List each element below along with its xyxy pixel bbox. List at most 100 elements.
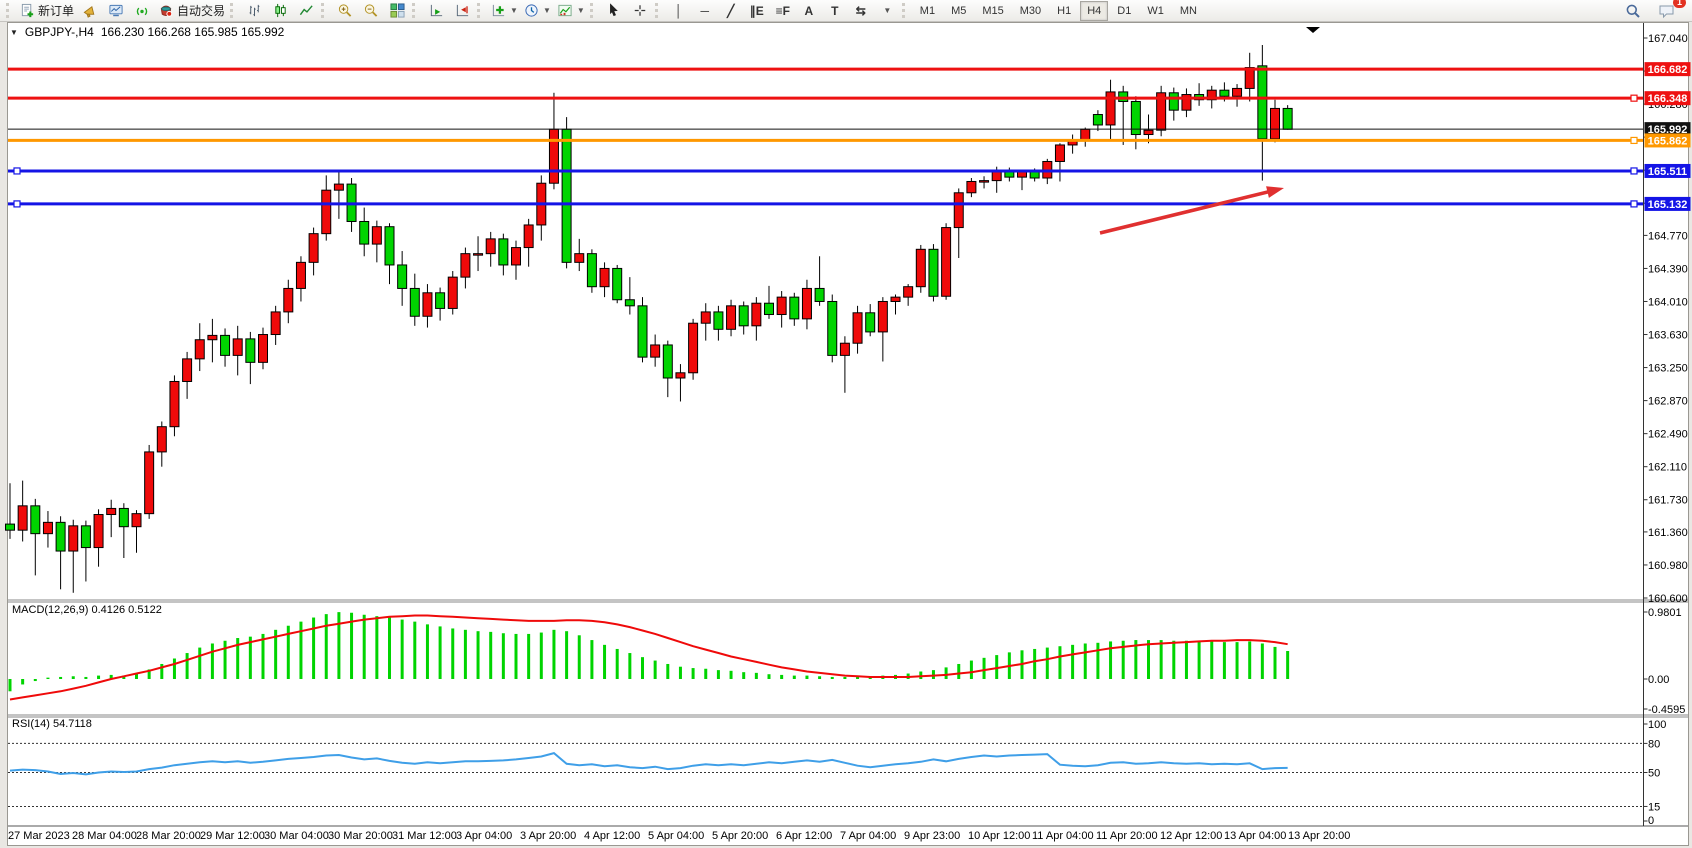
line-handle[interactable] xyxy=(1630,167,1638,175)
search-button[interactable] xyxy=(1620,1,1646,21)
candle-body xyxy=(764,302,774,316)
candle-body xyxy=(1206,89,1217,101)
price-tick-label: 162.490 xyxy=(1648,429,1688,441)
price-tick-label: 164.390 xyxy=(1648,263,1688,275)
terminal-icon xyxy=(109,4,123,17)
cursor-button[interactable] xyxy=(601,1,627,21)
line-chart-button[interactable] xyxy=(293,1,319,21)
timeframe-MN[interactable]: MN xyxy=(1179,4,1197,17)
rsi-tick-label: 100 xyxy=(1648,719,1666,731)
candle-body xyxy=(397,264,408,289)
candle-body xyxy=(409,287,420,317)
chart-shift-button[interactable] xyxy=(449,1,475,21)
auto-trading-icon xyxy=(160,5,173,17)
toolbar-grip xyxy=(6,3,13,18)
line-handle[interactable] xyxy=(1630,136,1638,145)
candle-body xyxy=(1156,92,1167,131)
candle-body xyxy=(675,372,686,379)
notification-badge: 1 xyxy=(1673,0,1686,8)
vertical-line-tool[interactable]: │ xyxy=(666,1,692,21)
line-handle[interactable] xyxy=(1630,94,1638,102)
price-label-box xyxy=(1644,62,1691,77)
zoom-in-button[interactable] xyxy=(332,1,358,21)
line-handle[interactable] xyxy=(13,167,21,175)
candle-body xyxy=(55,521,66,552)
rsi-line xyxy=(9,751,1288,776)
new-order-button[interactable]: 新订单 xyxy=(17,1,77,21)
price-label-box xyxy=(1644,163,1691,178)
scroll-position-marker-icon[interactable] xyxy=(1306,27,1320,33)
candle-body xyxy=(5,523,15,531)
periods-button[interactable]: ▼ xyxy=(521,1,554,21)
candle-body xyxy=(295,261,306,289)
price-label-text: 166.682 xyxy=(1648,64,1688,76)
candle-body xyxy=(852,312,863,344)
zoom-out-button[interactable] xyxy=(358,1,384,21)
timeframe-W1[interactable]: W1 xyxy=(1147,4,1164,17)
line-handle[interactable] xyxy=(1630,200,1638,208)
date-label: 5 Apr 04:00 xyxy=(648,830,704,842)
timeframe-D1[interactable]: D1 xyxy=(1117,4,1132,17)
timeframe-M5[interactable]: M5 xyxy=(951,4,967,17)
candle-body xyxy=(30,505,41,535)
candle-body xyxy=(941,227,952,297)
price-label-box xyxy=(1644,91,1691,106)
chart-title: ▼ GBPJPY-,H4 166.230 166.268 165.985 165… xyxy=(10,25,284,39)
candle-body xyxy=(1092,114,1103,126)
text-tool-icon: A xyxy=(804,3,814,18)
candle-body xyxy=(877,300,888,333)
timeframe-M15[interactable]: M15 xyxy=(982,4,1004,17)
terminal-button[interactable] xyxy=(103,1,129,21)
timeframe-buttons: M1 M5 M15 M30 H1 H4 D1 W1 MN xyxy=(913,0,1204,21)
price-tick-label: 161.730 xyxy=(1648,495,1688,507)
candle-body xyxy=(371,226,382,245)
indicators-button[interactable]: ▼ xyxy=(488,1,521,21)
timeframe-H1[interactable]: H1 xyxy=(1057,4,1072,17)
horizontal-line-tool[interactable]: ─ xyxy=(692,1,718,21)
price-tick-label: 164.010 xyxy=(1648,296,1688,308)
auto-scroll-icon xyxy=(430,4,442,17)
trendline-tool[interactable]: ╱ xyxy=(718,1,744,21)
news-button[interactable] xyxy=(77,1,103,21)
fibonacci-tool[interactable]: ≡F xyxy=(770,1,796,21)
timeframe-H4[interactable]: H4 xyxy=(1080,0,1109,21)
timeframe-M30[interactable]: M30 xyxy=(1019,4,1042,17)
text-label-tool-icon: T xyxy=(831,3,839,18)
date-label: 30 Mar 20:00 xyxy=(328,830,393,842)
arrow-annotation[interactable] xyxy=(1099,186,1284,235)
price-tick-label: 164.770 xyxy=(1648,230,1688,242)
timeframe-M1[interactable]: M1 xyxy=(919,4,936,17)
text-tool[interactable]: A xyxy=(796,1,822,21)
macd-signal-line xyxy=(9,614,1288,701)
candle-body xyxy=(789,296,800,320)
bar-chart-button[interactable] xyxy=(241,1,267,21)
auto-scroll-button[interactable] xyxy=(423,1,449,21)
templates-button[interactable]: ▼ xyxy=(554,1,588,21)
collapse-triangle-icon[interactable]: ▼ xyxy=(10,27,18,37)
arrows-tool[interactable]: ⇆ xyxy=(848,1,874,21)
text-label-tool[interactable]: T xyxy=(822,1,848,21)
zoom-out-icon xyxy=(364,4,378,17)
arrows-tool-caret[interactable]: ▼ xyxy=(874,1,900,21)
line-handle[interactable] xyxy=(13,200,21,208)
candle-body xyxy=(1282,107,1293,130)
signal-icon xyxy=(136,7,148,16)
tile-windows-button[interactable] xyxy=(384,1,410,21)
candlestick-chart-button[interactable] xyxy=(267,1,293,21)
tile-windows-icon xyxy=(390,3,405,18)
community-button[interactable]: 1 xyxy=(1654,0,1686,21)
price-label-box xyxy=(1644,122,1691,137)
date-label: 3 Apr 04:00 xyxy=(456,830,512,842)
crosshair-button[interactable] xyxy=(627,1,653,21)
signal-button[interactable] xyxy=(129,1,155,21)
date-label: 7 Apr 04:00 xyxy=(840,830,896,842)
candle-body xyxy=(1029,171,1040,179)
candle-body xyxy=(169,380,180,428)
auto-trading-button[interactable]: 自动交易 xyxy=(155,1,228,21)
date-label: 29 Mar 12:00 xyxy=(200,830,265,842)
date-label: 13 Apr 20:00 xyxy=(1288,830,1350,842)
equidistant-channel-tool[interactable]: ∥E xyxy=(744,1,770,21)
candle-body xyxy=(182,358,193,382)
candle-body xyxy=(650,344,661,358)
